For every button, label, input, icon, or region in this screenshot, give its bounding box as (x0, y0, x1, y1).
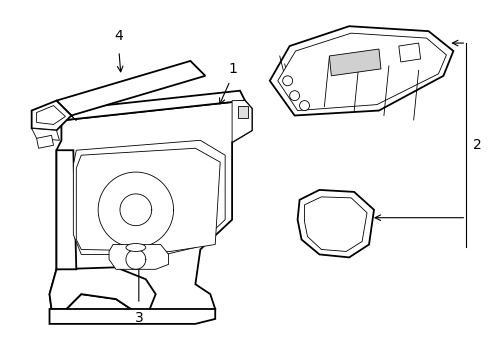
Polygon shape (56, 150, 76, 269)
Polygon shape (232, 100, 251, 142)
Polygon shape (328, 49, 380, 76)
Polygon shape (109, 244, 168, 269)
Polygon shape (37, 105, 65, 125)
Text: 1: 1 (228, 62, 237, 76)
Polygon shape (304, 197, 366, 251)
Text: 2: 2 (472, 138, 481, 152)
Polygon shape (32, 100, 71, 130)
Polygon shape (398, 43, 420, 62)
Polygon shape (37, 135, 53, 148)
Polygon shape (238, 105, 247, 118)
Polygon shape (32, 129, 60, 140)
Text: 4: 4 (114, 29, 123, 43)
Polygon shape (49, 309, 215, 324)
Circle shape (299, 100, 309, 111)
Polygon shape (297, 190, 373, 257)
Circle shape (282, 76, 292, 86)
Polygon shape (76, 148, 220, 251)
Text: 3: 3 (134, 311, 143, 325)
Polygon shape (277, 33, 446, 111)
Polygon shape (56, 100, 76, 121)
Polygon shape (56, 91, 244, 121)
Circle shape (289, 91, 299, 100)
Ellipse shape (126, 243, 145, 251)
Polygon shape (49, 267, 155, 319)
Polygon shape (269, 26, 452, 116)
Polygon shape (56, 61, 205, 116)
Polygon shape (73, 140, 224, 255)
Polygon shape (49, 100, 251, 319)
